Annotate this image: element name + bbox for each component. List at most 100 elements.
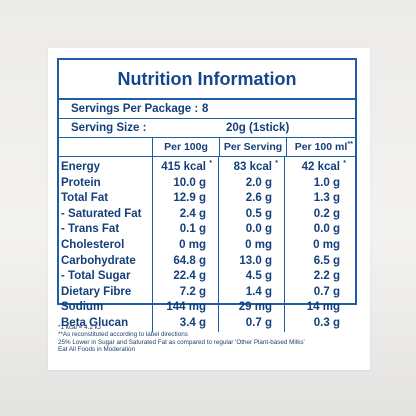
nutrient-name: Beta Glucan <box>61 316 152 332</box>
nutrient-name-text: Total Fat <box>61 192 109 205</box>
nutrient-value: 10.0 g <box>153 176 218 192</box>
nutrient-value: 0.5 g <box>219 207 284 223</box>
nutrient-name-column: Energy Protein Total Fat - Saturated Fat - T… <box>59 157 152 332</box>
nutrient-name: Carbohydrate <box>61 254 152 270</box>
footnote-line: *1 kcal = 4.2 kJ <box>58 324 101 331</box>
column-header-label: Per 100g <box>164 141 208 153</box>
nutrient-value-text: 3.4 g <box>179 316 206 329</box>
footnote-line: Eat All Foods in Moderation <box>58 346 136 354</box>
nutrient-value-text: 6.5 g <box>313 254 340 267</box>
nutrient-value: 144 mg <box>153 300 218 316</box>
footnotes: *1 kcal = 4.2 kJ **As reconstituted accor… <box>58 324 358 354</box>
nutrient-value-text: 22.4 g <box>173 270 206 283</box>
nutrient-name: Dietary Fibre <box>61 285 152 301</box>
nutrient-value-text: 2.6 g <box>245 192 272 205</box>
nutrient-value-text: 10.0 g <box>173 176 206 189</box>
nutrient-value: 0.2 g <box>285 207 352 223</box>
nutrient-name-text: Protein <box>61 176 101 189</box>
nutrient-name-text: Energy <box>61 161 100 173</box>
nutrient-value-text: 0 mg <box>245 238 272 251</box>
serving-size-value: 20g (1stick) <box>226 122 290 134</box>
nutrient-value: 4.5 g <box>219 269 284 285</box>
column-header-sup: ** <box>347 141 353 148</box>
label-title: Nutrition Information <box>59 60 355 100</box>
nutrition-table: Nutrition Information Servings Per Packa… <box>57 58 357 332</box>
column-header: Per 100 ml ** <box>286 138 355 156</box>
column-header-label: Per 100 ml <box>294 141 348 153</box>
nutrient-name-text: Cholesterol <box>61 238 125 251</box>
nutrient-value: 12.9 g <box>153 191 218 207</box>
nutrient-value: 2.6 g <box>219 191 284 207</box>
nutrient-value: 6.5 g <box>285 254 352 270</box>
nutrient-value-text: 0.0 g <box>245 223 272 236</box>
nutrient-name: Cholesterol <box>61 238 152 254</box>
nutrient-value-text: 0.2 g <box>313 207 340 220</box>
nutrient-value: 0 mg <box>285 238 352 254</box>
nutrient-value: 1.0 g <box>285 176 352 192</box>
nutrient-value: 2.4 g <box>153 207 218 223</box>
nutrient-grid: Per 100g Per Serving Per 100 ml ** Energ… <box>59 138 355 332</box>
nutrient-value-text: 0 mg <box>313 238 340 251</box>
nutrient-value-text: 42 kcal <box>301 161 340 173</box>
nutrient-name: Sodium <box>61 300 152 316</box>
nutrient-name: - Trans Fat <box>61 222 152 238</box>
nutrient-value-text: 0.3 g <box>313 316 340 329</box>
footnote-marker: * <box>275 160 278 167</box>
nutrient-value-text: 12.9 g <box>173 192 206 205</box>
nutrient-name: Protein <box>61 176 152 192</box>
nutrient-value-text: 2.2 g <box>313 270 340 283</box>
nutrient-name-text: Dietary Fibre <box>61 285 132 298</box>
nutrient-value: 0.7 g <box>285 285 352 301</box>
column-header-row: Per 100g Per Serving Per 100 ml ** <box>59 138 355 157</box>
nutrient-name: Total Fat <box>61 191 152 207</box>
footnote-marker: * <box>209 160 212 167</box>
nutrient-value: 83 kcal * <box>219 160 284 176</box>
nutrient-value: 0 mg <box>219 238 284 254</box>
nutrient-value: 2.2 g <box>285 269 352 285</box>
nutrient-value-text: 0.7 g <box>313 285 340 298</box>
nutrient-value-text: 14 mg <box>306 301 340 314</box>
nutrient-value-text: 0.7 g <box>245 316 272 329</box>
nutrient-value-text: 1.3 g <box>313 192 340 205</box>
nutrient-name-text: - Saturated Fat <box>61 207 142 220</box>
nutrient-rows: Energy Protein Total Fat - Saturated Fat - T… <box>59 157 355 332</box>
nutrient-value: 0 mg <box>153 238 218 254</box>
nutrient-value: 22.4 g <box>153 269 218 285</box>
nutrient-value: 29 mg <box>219 300 284 316</box>
servings-per-package-label: Servings Per Package : <box>71 103 199 115</box>
nutrient-value: 0.1 g <box>153 222 218 238</box>
servings-per-package-value: 8 <box>202 103 209 115</box>
nutrient-value-text: 0.5 g <box>245 207 272 220</box>
nutrient-name: - Total Sugar <box>61 269 152 285</box>
nutrient-value: 14 mg <box>285 300 352 316</box>
column-header: Per 100g <box>152 138 219 156</box>
serving-size-label: Serving Size : <box>71 122 147 134</box>
nutrient-value-text: 2.0 g <box>245 176 272 189</box>
nutrient-value-text: 83 kcal <box>233 161 272 173</box>
nutrient-value-text: 0.0 g <box>313 223 340 236</box>
footnote-marker: * <box>343 160 346 167</box>
nutrient-value-text: 7.2 g <box>179 285 206 298</box>
nutrient-value-text: 415 kcal <box>161 161 206 173</box>
footnote-line: 25% Lower in Sugar and Saturated Fat as … <box>58 338 305 346</box>
nutrient-value-text: 1.4 g <box>245 285 272 298</box>
nutrient-name: - Saturated Fat <box>61 207 152 223</box>
servings-per-package-row: Servings Per Package : 8 <box>59 100 355 119</box>
nutrient-name-text: Carbohydrate <box>61 254 136 267</box>
nutrient-value: 7.2 g <box>153 285 218 301</box>
nutrient-value: 2.0 g <box>219 176 284 192</box>
column-header: Per Serving <box>219 138 286 156</box>
nutrient-value: 64.8 g <box>153 254 218 270</box>
nutrient-value-text: 4.5 g <box>245 270 272 283</box>
nutrient-value: 0.3 g <box>285 316 352 332</box>
nutrient-value-text: 144 mg <box>166 301 206 314</box>
column-header-label: Per Serving <box>223 141 283 153</box>
nutrient-name-text: Sodium <box>61 301 104 314</box>
nutrient-name-text: Beta Glucan <box>61 316 129 329</box>
nutrient-value-text: 0 mg <box>179 238 206 251</box>
nutrient-value: 42 kcal * <box>285 160 352 176</box>
nutrient-value: 3.4 g <box>153 316 218 332</box>
